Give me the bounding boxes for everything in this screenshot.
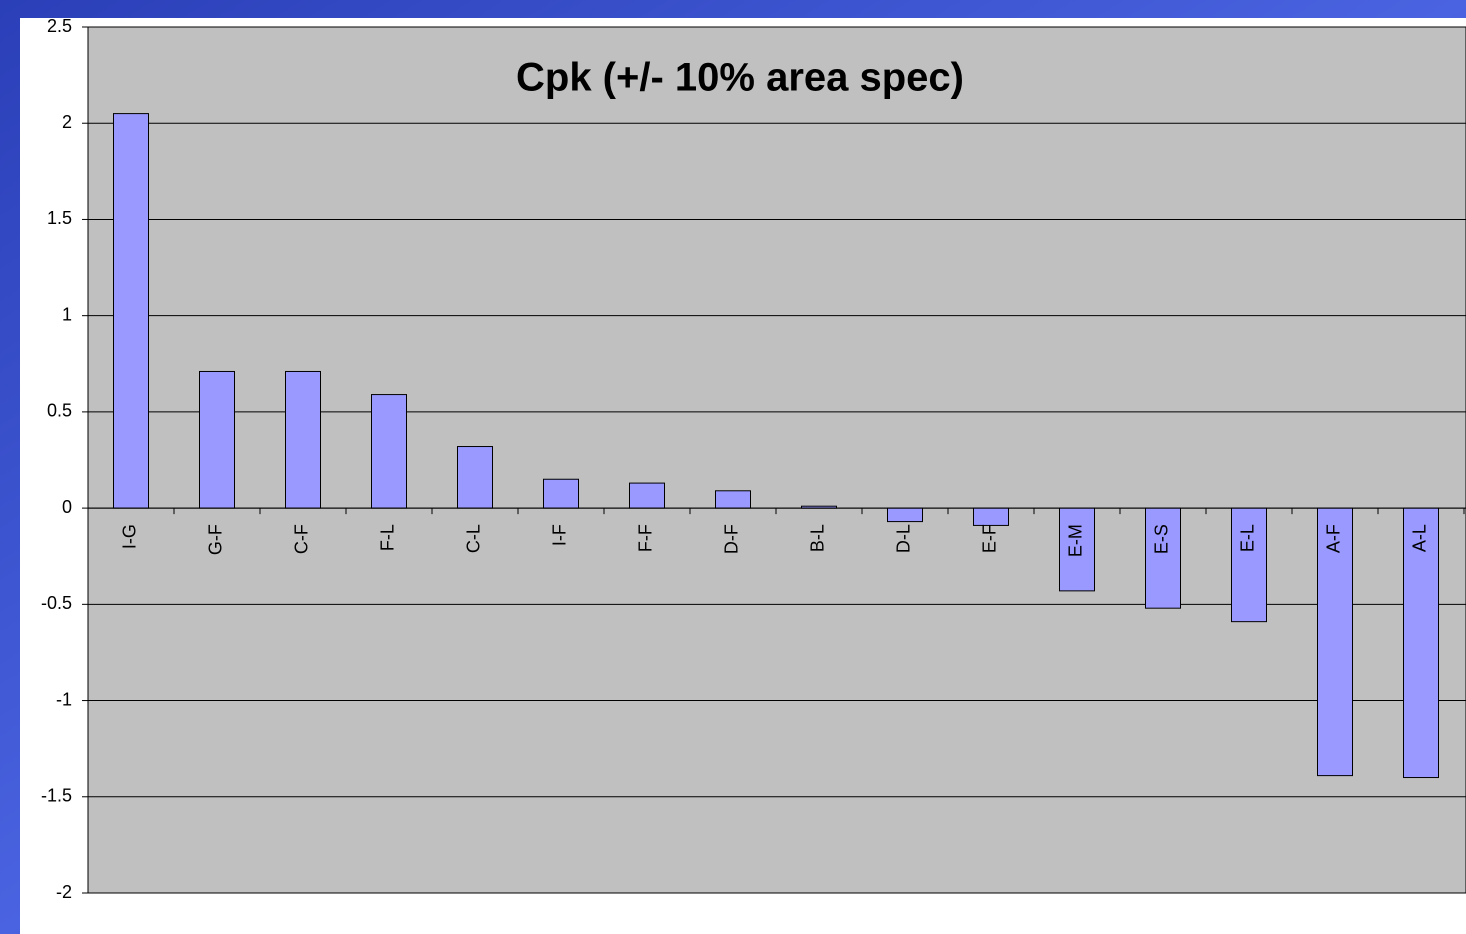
x-tick-label: I-G [120,524,140,549]
bar [1145,507,1181,609]
bar [715,490,751,509]
x-tick-label: A-F [1324,524,1344,553]
bar [1059,507,1095,592]
bar [543,478,579,509]
y-tick-label: -2 [56,882,72,902]
x-tick-label: F-L [378,524,398,551]
x-tick-label: F-F [636,524,656,552]
y-tick-label: -1 [56,689,72,709]
bar [1231,507,1267,623]
y-tick-label: -0.5 [41,593,72,613]
y-tick-label: -1.5 [41,786,72,806]
x-tick-label: E-F [980,524,1000,553]
y-tick-label: 2 [62,112,72,132]
x-tick-label: E-S [1152,524,1172,554]
x-tick-label: E-M [1066,524,1086,557]
chart-title: Cpk (+/- 10% area spec) [516,56,964,100]
bar [629,482,665,509]
x-tick-label: G-F [206,524,226,555]
bar [457,446,493,509]
marks: 2.5 2 1.5 1 0.5 0 -0.5 -1 -1.5 -2 I-G G-F C-F F-L C-L I… [41,16,1466,902]
bar [1317,507,1353,777]
y-tick-label: 2.5 [47,16,72,36]
bar [285,370,321,509]
bar [199,370,235,509]
x-tick-label: D-F [722,524,742,554]
x-tick-label: E-L [1238,524,1258,552]
x-tick-label: D-L [894,524,914,553]
x-tick-label: C-F [292,524,312,554]
bar [887,507,923,523]
x-tick-label: B-L [808,524,828,552]
x-tick-label: A-L [1410,524,1430,552]
bar [1403,507,1439,779]
bar [973,507,1009,526]
y-tick-label: 1 [62,304,72,324]
x-tick-label: I-F [550,524,570,546]
y-tick-label: 0.5 [47,401,72,421]
bar [371,394,407,509]
bar [113,113,149,509]
x-tick-label: C-L [464,524,484,553]
y-tick-label: 1.5 [47,208,72,228]
y-tick-label: 0 [62,497,72,517]
